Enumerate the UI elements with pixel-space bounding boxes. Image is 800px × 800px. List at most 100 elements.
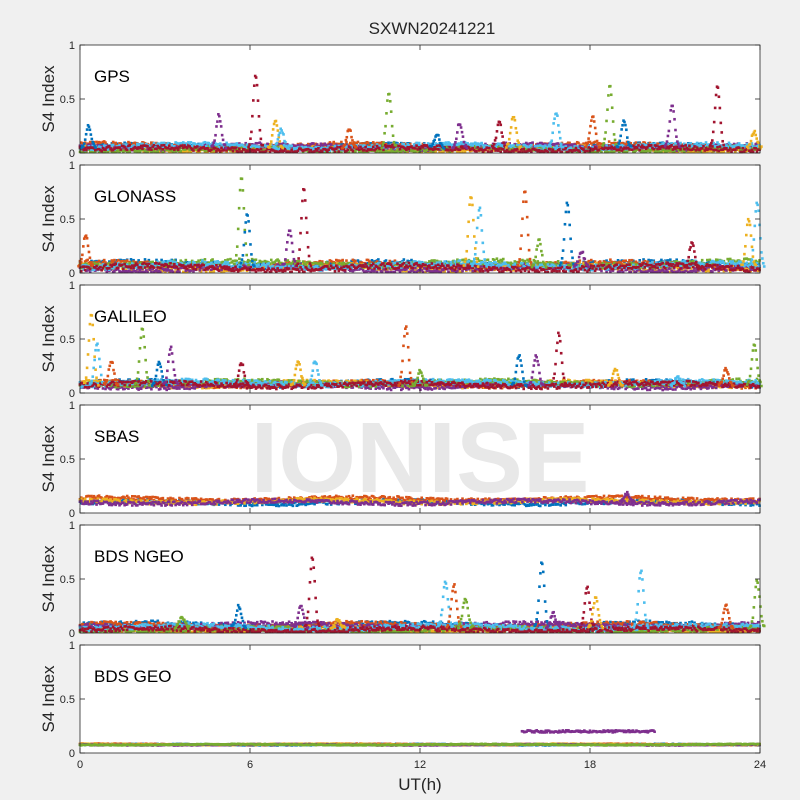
data-point	[388, 93, 391, 96]
data-point	[397, 145, 400, 148]
data-point	[225, 149, 228, 152]
data-point	[380, 147, 383, 150]
data-point	[715, 149, 718, 152]
data-point	[160, 142, 163, 145]
data-point	[536, 145, 539, 148]
data-point	[168, 145, 171, 148]
data-point	[526, 143, 529, 146]
data-point	[234, 147, 237, 150]
data-point	[560, 142, 563, 145]
data-point	[273, 123, 276, 126]
data-point	[277, 129, 280, 132]
data-point	[502, 148, 505, 151]
data-point	[344, 143, 347, 146]
data-point	[438, 138, 441, 141]
data-point	[558, 148, 561, 151]
data-point	[539, 144, 542, 147]
data-point	[684, 144, 687, 147]
axes-background	[80, 45, 760, 153]
data-point	[179, 142, 182, 145]
data-point	[213, 139, 216, 142]
data-point	[382, 141, 385, 144]
data-point	[177, 148, 180, 151]
data-point	[454, 141, 457, 144]
data-point	[624, 143, 627, 146]
data-point	[698, 145, 701, 148]
data-point	[153, 144, 156, 147]
data-point	[232, 150, 235, 153]
data-point	[564, 147, 567, 150]
data-point	[256, 84, 259, 87]
data-point	[448, 143, 451, 146]
data-point	[549, 148, 552, 151]
data-point	[453, 143, 456, 146]
data-point	[556, 114, 559, 117]
data-point	[687, 148, 690, 151]
data-point	[579, 150, 582, 153]
data-point	[534, 145, 537, 148]
data-point	[619, 146, 622, 149]
data-point	[531, 141, 534, 144]
data-point	[340, 141, 343, 144]
data-point	[516, 148, 519, 151]
data-point	[652, 148, 655, 151]
data-point	[167, 142, 170, 145]
data-point	[516, 131, 519, 134]
data-point	[221, 134, 224, 137]
data-point	[754, 147, 757, 150]
figure-title: SXWN20241221	[369, 19, 496, 38]
data-point	[278, 132, 281, 135]
data-point	[434, 148, 437, 151]
data-point	[419, 147, 422, 150]
data-point	[211, 144, 214, 147]
data-point	[493, 143, 496, 146]
data-point	[500, 131, 503, 134]
data-point	[499, 124, 502, 127]
data-point	[519, 145, 522, 148]
data-point	[497, 124, 500, 127]
data-point	[91, 138, 94, 141]
data-point	[588, 132, 591, 135]
data-point	[257, 99, 260, 102]
data-point	[128, 144, 131, 147]
data-point	[90, 133, 93, 136]
data-point	[688, 144, 691, 147]
data-point	[502, 141, 505, 144]
data-point	[628, 148, 631, 151]
data-point	[463, 141, 466, 144]
data-point	[456, 131, 459, 134]
data-point	[447, 149, 450, 152]
data-point	[474, 142, 477, 145]
data-point	[255, 76, 258, 79]
data-point	[710, 148, 713, 151]
data-point	[159, 147, 162, 150]
s4-index-figure: SXWN20241221 00.51S4 Index GPS00.51S4 Ind…	[0, 0, 800, 800]
data-point	[112, 141, 115, 144]
data-point	[190, 141, 193, 144]
data-point	[167, 147, 170, 150]
data-point	[432, 149, 435, 152]
data-point	[631, 148, 634, 151]
data-point	[517, 141, 520, 144]
data-point	[729, 143, 732, 146]
data-point	[586, 142, 589, 145]
data-point	[278, 134, 281, 137]
data-point	[112, 144, 115, 147]
data-point	[505, 146, 508, 149]
data-point	[695, 149, 698, 152]
data-point	[371, 148, 374, 151]
data-point	[448, 146, 451, 149]
data-point	[491, 150, 494, 153]
data-point	[364, 146, 367, 149]
data-point	[317, 147, 320, 150]
data-point	[283, 144, 286, 147]
data-point	[355, 146, 358, 149]
data-point	[179, 150, 182, 153]
data-point	[220, 146, 223, 149]
data-point	[222, 139, 225, 142]
data-point	[100, 150, 103, 153]
data-point	[554, 147, 557, 150]
data-point	[204, 141, 207, 144]
data-point	[372, 141, 375, 144]
data-point	[646, 146, 649, 149]
